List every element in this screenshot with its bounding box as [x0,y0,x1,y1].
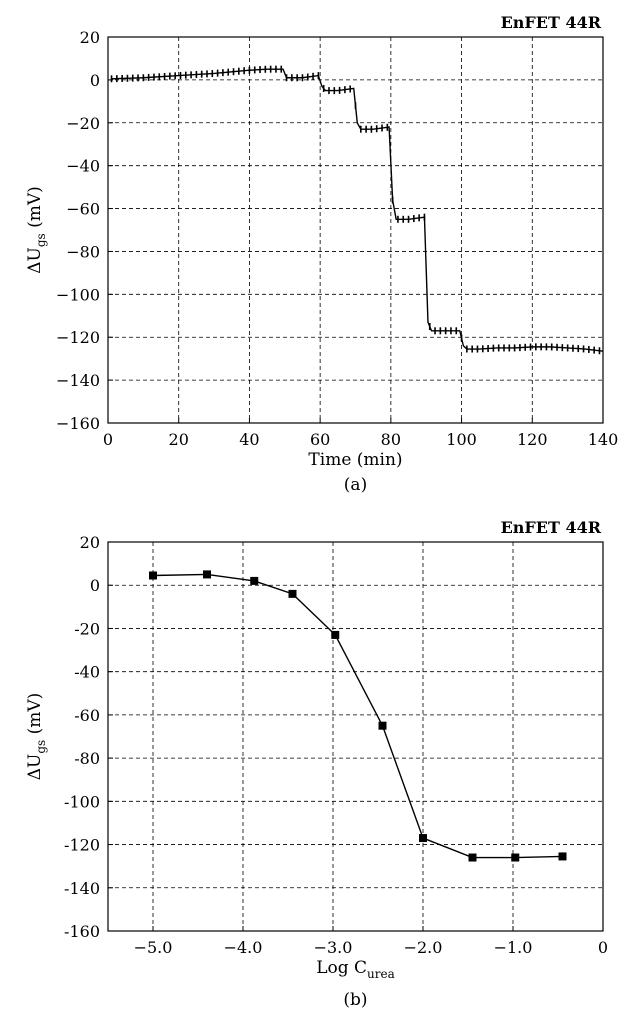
a-y-axis-label-unit: (mV) [25,186,45,233]
b-y-tick-label: -20 [74,619,100,638]
a-x-tick-label: 40 [239,430,259,449]
a-y-tick-label: −80 [66,242,100,261]
b-y-axis-label: ΔUgs (mV) [25,693,48,781]
b-data-point [250,576,259,585]
a-x-tick-label: 100 [446,430,477,449]
a-x-tick-label: 140 [588,430,619,449]
b-x-tick-label: −3.0 [314,938,353,957]
b-y-tick-label: -100 [64,792,100,811]
a-y-tick-label: −60 [66,200,100,219]
a-y-tick-label: −40 [66,157,100,176]
a-y-tick-label: −120 [56,328,100,347]
a-y-axis-label-sub: gs [34,233,48,247]
b-data-point [288,589,297,598]
b-y-tick-label: -40 [74,663,100,682]
b-caption: (b) [343,990,367,1010]
b-x-axis-label-sub: urea [367,967,395,981]
a-y-axis-label-main: ΔU [25,247,45,274]
a-y-tick-label: −100 [56,285,100,304]
a-x-tick-label: 20 [169,430,189,449]
b-plot-frame [107,541,604,932]
b-y-axis-label-sub: gs [34,740,48,754]
b-data-point [419,834,427,843]
a-x-tick-label: 120 [517,430,548,449]
b-y-tick-label: 0 [90,576,100,595]
chart-b: −5.0 −4.0 −3.0 −2.0 −1.0 0 20 0 -20 -40 -60 -80 -100… [25,518,608,1010]
a-caption: (a) [344,475,367,495]
b-data-point [558,852,567,861]
a-x-axis-label: Time (min) [308,450,402,470]
b-x-tick-label: −4.0 [224,938,263,957]
b-data-point [468,853,477,862]
a-y-tick-label: 20 [80,28,100,47]
a-y-tick-label: 0 [90,71,100,90]
a-plot-frame [107,36,604,424]
b-chart-title: EnFET 44R [501,518,602,537]
b-y-tick-label: -140 [64,879,100,898]
b-x-tick-label: 0 [598,938,608,957]
b-y-tick-label: -60 [74,706,100,725]
a-x-tick-label: 60 [310,430,330,449]
a-y-axis-label: ΔUgs (mV) [25,186,48,274]
b-x-tick-label: −5.0 [134,938,173,957]
b-x-tick-label: −2.0 [404,938,443,957]
b-data-point [511,853,520,862]
b-data-point [331,630,340,639]
b-data-point [149,571,157,580]
b-data-point [378,721,387,730]
b-data-point [203,570,211,579]
a-x-tick-label: 0 [103,430,113,449]
chart-a: 0 20 40 60 80 100 120 140 20 0 −20 −40 −60 −80 −100 −12… [25,13,619,495]
b-y-axis-label-unit: (mV) [25,693,45,740]
a-series-line [111,68,604,352]
a-y-tick-label: −20 [66,114,100,133]
a-x-tick-label: 80 [381,430,401,449]
b-y-tick-label: -120 [64,836,100,855]
b-y-tick-label: -80 [74,749,100,768]
b-x-axis-label-main: Log C [316,958,367,978]
b-x-axis-label: Log Curea [316,958,395,981]
b-y-tick-label: -160 [64,922,100,941]
b-y-tick-label: 20 [80,533,100,552]
a-y-tick-label: −140 [56,371,100,390]
a-y-tick-label: −160 [56,414,100,433]
a-chart-title: EnFET 44R [501,13,602,32]
b-y-axis-label-main: ΔU [25,754,45,781]
b-x-tick-label: −1.0 [494,938,533,957]
b-series-line [152,573,563,859]
